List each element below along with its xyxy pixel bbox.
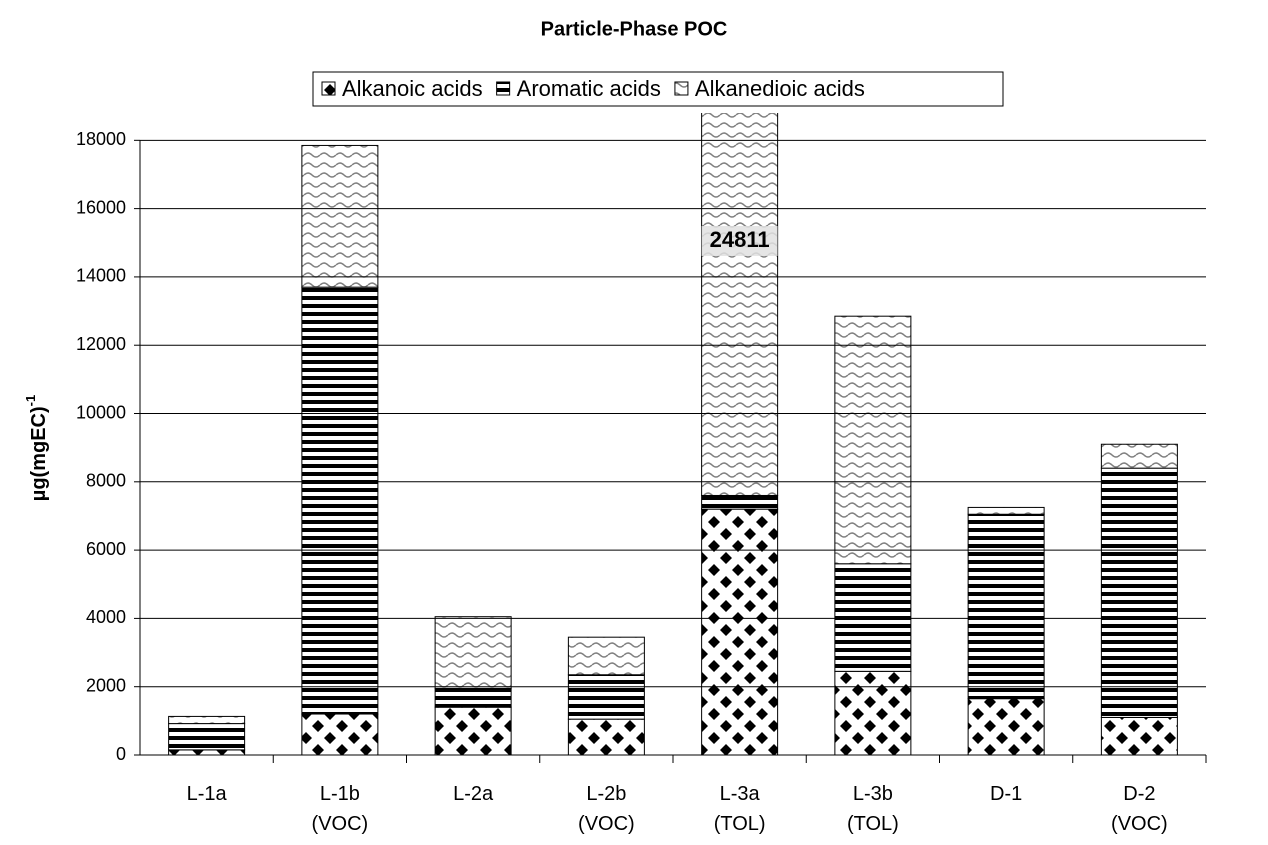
- legend-swatch: [674, 81, 689, 96]
- x-tick-label-line: L-2a: [453, 783, 494, 805]
- bar-segment: [1100, 467, 1178, 718]
- x-tick-label: L-1a: [187, 783, 228, 805]
- bar-segment: [834, 315, 912, 565]
- y-axis-title-text: µg(mgEC): [28, 406, 50, 501]
- bar-segment: [434, 616, 512, 689]
- x-tick-label: L-2a: [453, 783, 494, 805]
- y-tick-label: 10000: [76, 402, 126, 422]
- x-tick-label-line: (VOC): [1111, 813, 1168, 835]
- legend-label: Aromatic acids: [517, 76, 661, 101]
- x-tick-label: D-2 (VOC): [1111, 783, 1168, 835]
- bar-segment: [567, 674, 645, 720]
- bar-segment: [1100, 443, 1178, 469]
- annotation: 24811: [710, 227, 770, 252]
- legend-label: Alkanoic acids: [342, 76, 483, 101]
- x-tick-label-line: (VOC): [312, 813, 369, 835]
- chart-title: Particle-Phase POC: [541, 18, 728, 40]
- x-tick-label: L-3a (TOL): [714, 783, 766, 835]
- y-tick-label: 12000: [76, 334, 126, 354]
- plot-area: [168, 113, 1178, 756]
- y-tick-label: 4000: [86, 607, 126, 627]
- y-tick-label: 18000: [76, 129, 126, 149]
- bar-segment: [567, 636, 645, 676]
- x-tick-label-line: L-2b: [586, 783, 626, 805]
- y-tick-label: 2000: [86, 675, 126, 695]
- bar-segment: [168, 749, 246, 756]
- x-tick-label-line: L-3a: [720, 783, 761, 805]
- bar-segment: [967, 506, 1045, 515]
- x-tick-label: L-1b (VOC): [312, 783, 369, 835]
- x-tick-label-line: (TOL): [847, 813, 899, 835]
- x-tick-label-line: (TOL): [714, 813, 766, 835]
- bar-segment: [701, 113, 779, 496]
- y-tick-label: 14000: [76, 266, 126, 286]
- bar-segment: [967, 513, 1045, 700]
- legend-swatch: [321, 81, 336, 96]
- x-tick-label-line: L-1b: [320, 783, 360, 805]
- y-tick-label: 0: [116, 744, 126, 764]
- y-axis-title-sup: -1: [23, 395, 38, 407]
- y-tick-label: 6000: [86, 539, 126, 559]
- bar-segment: [701, 494, 779, 510]
- x-tick-label-line: (VOC): [578, 813, 635, 835]
- y-tick-label: 8000: [86, 471, 126, 491]
- y-tick-label: 16000: [76, 197, 126, 217]
- x-tick-label: L-3b (TOL): [847, 783, 899, 835]
- x-tick-label-line: D-1: [990, 783, 1022, 805]
- legend-swatch: [496, 81, 511, 96]
- x-tick-label-line: L-1a: [187, 783, 228, 805]
- bar-segment: [701, 508, 779, 756]
- bar-segment: [434, 706, 512, 756]
- x-tick-label: D-1: [990, 783, 1022, 805]
- bar-segment: [168, 715, 246, 725]
- bar-segment: [1100, 716, 1178, 756]
- bar-segment: [301, 286, 379, 715]
- bar-segment: [434, 687, 512, 708]
- legend-box: [312, 71, 1004, 107]
- annotation-bg: [701, 226, 778, 256]
- y-axis-title: µg(mgEC)-1: [23, 395, 50, 501]
- x-tick-label-line: D-2: [1123, 783, 1155, 805]
- bar-segment: [967, 698, 1045, 756]
- bar-segment: [301, 713, 379, 756]
- x-tick-label: L-2b (VOC): [578, 783, 635, 835]
- legend-label: Alkanedioic acids: [695, 76, 865, 101]
- bar-segment: [168, 723, 246, 751]
- bar-segment: [567, 718, 645, 756]
- bar-segment: [301, 144, 379, 288]
- x-tick-label-line: L-3b: [853, 783, 893, 805]
- bar-segment: [834, 670, 912, 756]
- bar-segment: [834, 563, 912, 672]
